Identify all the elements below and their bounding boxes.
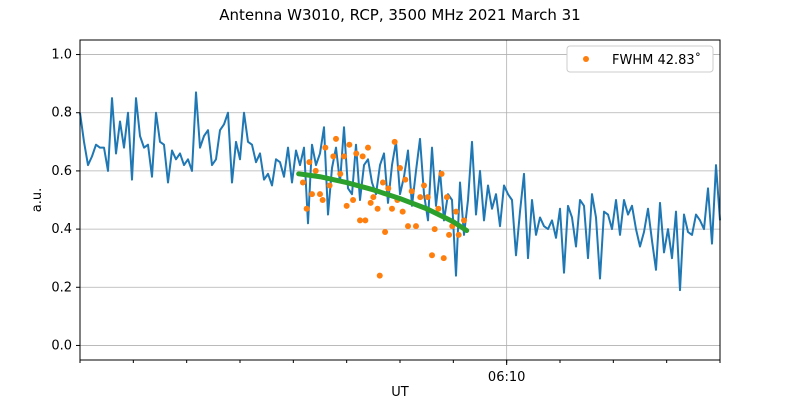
fwhm-point	[376, 272, 383, 279]
y-tick-label: 0.4	[51, 222, 72, 237]
fwhm-point	[455, 231, 462, 238]
fwhm-point	[446, 231, 453, 238]
plot-frame	[79, 39, 721, 361]
fwhm-point	[461, 217, 467, 224]
fwhm-point	[385, 185, 392, 192]
fwhm-point	[408, 188, 415, 195]
x-tick-label: 06:10	[488, 370, 525, 385]
fwhm-point	[391, 138, 398, 145]
fwhm-point	[299, 179, 306, 186]
fwhm-point	[326, 182, 333, 189]
fwhm-point	[330, 153, 337, 160]
fwhm-point	[357, 217, 363, 224]
fwhm-point	[429, 252, 435, 259]
y-tick-label: 0.2	[51, 280, 72, 295]
fwhm-point	[346, 141, 353, 148]
fwhm-point	[440, 255, 447, 262]
y-tick-label: 1.0	[51, 48, 72, 63]
fwhm-point	[365, 144, 371, 151]
fwhm-point	[421, 182, 427, 189]
fwhm-point	[337, 170, 344, 177]
fwhm-point	[312, 167, 319, 174]
fwhm-point	[353, 150, 360, 157]
fwhm-point	[367, 199, 374, 206]
fwhm-point	[405, 223, 411, 230]
fwhm-point	[417, 194, 424, 201]
fwhm-point	[359, 153, 366, 160]
chart-title: Antenna W3010, RCP, 3500 MHz 2021 March …	[219, 6, 580, 24]
fwhm-point	[374, 205, 381, 212]
legend-box	[566, 45, 714, 73]
legend-marker-fwhm	[583, 56, 589, 62]
fwhm-point	[397, 165, 403, 171]
fwhm-point	[379, 179, 386, 186]
y-tick-label: 0.8	[51, 106, 72, 121]
fwhm-point	[389, 205, 395, 212]
fwhm-point	[362, 217, 369, 224]
legend: FWHM 42.83˚	[566, 45, 714, 73]
fwhm-point	[306, 159, 313, 166]
fit-line	[296, 171, 470, 234]
fwhm-point	[317, 191, 323, 198]
signal-line	[79, 91, 721, 292]
fwhm-point	[319, 197, 326, 203]
fwhm-point	[303, 205, 310, 212]
fwhm-point	[402, 176, 409, 183]
fwhm-point	[431, 226, 438, 233]
fwhm-point	[322, 144, 329, 151]
fwhm-point	[438, 170, 445, 177]
fwhm-point	[424, 194, 431, 201]
fwhm-point	[399, 208, 406, 215]
fwhm-point	[413, 223, 419, 230]
fwhm-point	[309, 191, 315, 198]
fwhm-point	[382, 229, 389, 235]
fwhm-point	[435, 205, 442, 212]
legend-label-fwhm: FWHM 42.83˚	[612, 52, 701, 68]
fwhm-point	[453, 208, 459, 215]
fwhm-point	[343, 202, 350, 209]
fwhm-point	[370, 194, 377, 201]
x-axis-label: UT	[391, 385, 409, 400]
y-tick-label: 0.6	[51, 164, 72, 179]
fwhm-point	[350, 197, 357, 203]
y-tick-label: 0.0	[51, 338, 72, 353]
fwhm-point	[333, 135, 339, 142]
y-axis-label: a.u.	[30, 188, 45, 212]
fwhm-point	[341, 153, 347, 160]
fwhm-point	[443, 194, 450, 201]
